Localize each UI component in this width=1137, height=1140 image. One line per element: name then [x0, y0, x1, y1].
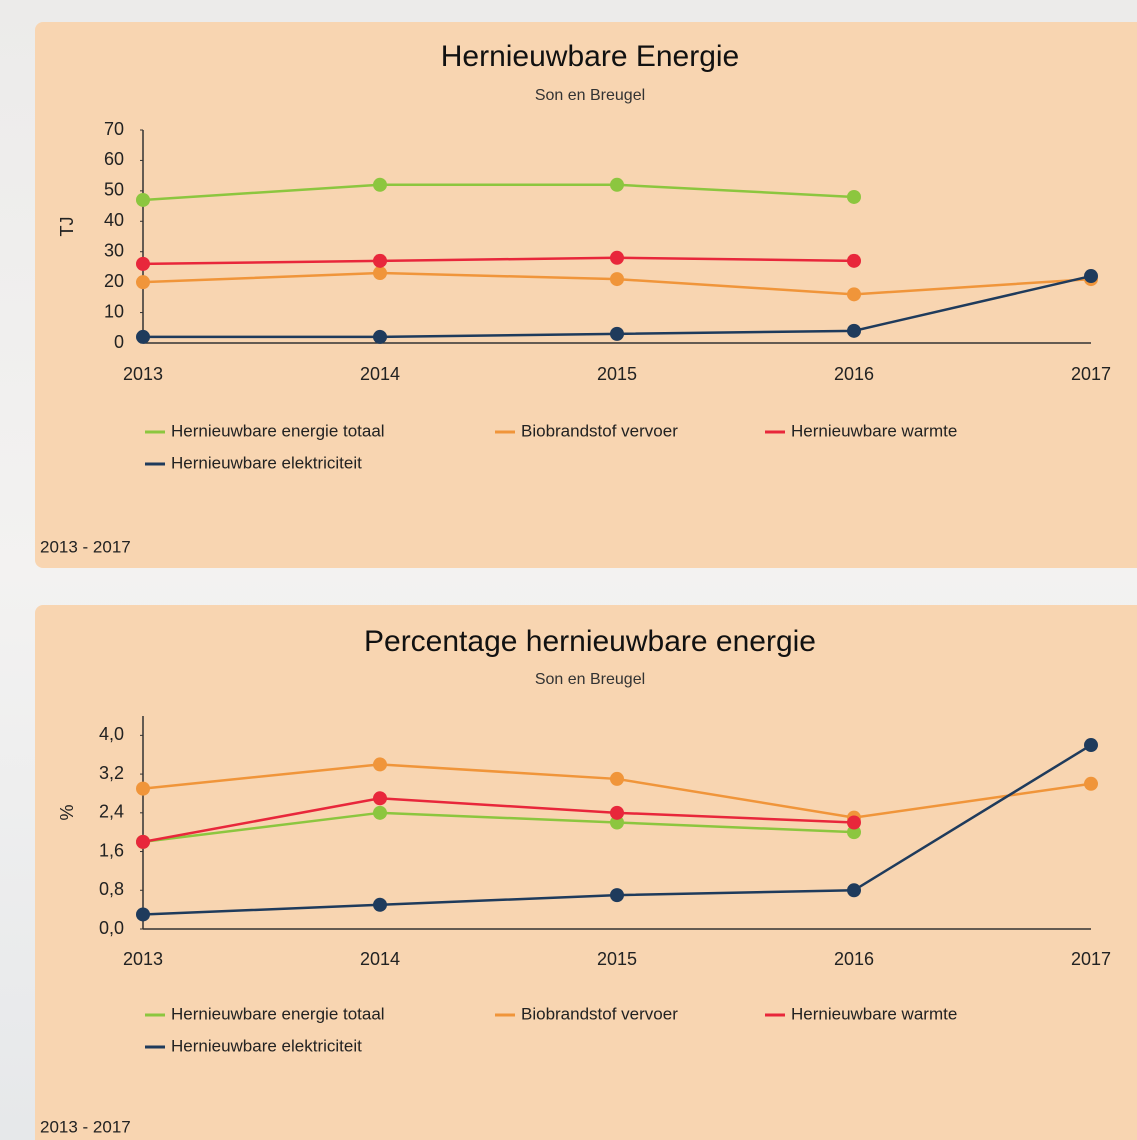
x-tick-label: 2016: [834, 949, 874, 969]
legend-label: Hernieuwbare elektriciteit: [171, 1036, 362, 1055]
y-tick-label: 0: [114, 332, 124, 352]
legend-label: Hernieuwbare warmte: [791, 1004, 957, 1023]
y-tick-label: 30: [104, 240, 124, 260]
data-point: [373, 897, 387, 912]
x-tick-label: 2013: [123, 949, 163, 969]
y-axis-label: TJ: [57, 217, 77, 237]
panel: [35, 605, 1137, 1140]
data-point: [373, 805, 387, 820]
footer: 2013 - 2017: [40, 1117, 131, 1136]
series-line: [142, 811, 855, 844]
data-point: [136, 256, 150, 271]
data-point: [847, 815, 861, 830]
data-point: [136, 781, 150, 796]
data-point: [1084, 776, 1098, 791]
data-point: [373, 791, 387, 806]
x-tick-label: 2014: [360, 949, 400, 969]
y-tick-label: 2,4: [99, 802, 124, 822]
data-point: [610, 272, 624, 287]
data-point: [373, 177, 387, 192]
data-point: [610, 326, 624, 341]
data-point: [610, 177, 624, 192]
data-point: [373, 329, 387, 344]
x-tick-label: 2013: [123, 364, 163, 384]
legend-label: Biobrandstof vervoer: [521, 1004, 678, 1023]
x-tick-label: 2017: [1071, 949, 1111, 969]
series-line: [142, 183, 855, 202]
legend-label: Hernieuwbare warmte: [791, 421, 957, 440]
legend-label: Hernieuwbare energie totaal: [171, 421, 385, 440]
data-point: [610, 805, 624, 820]
data-point: [136, 275, 150, 290]
x-tick-label: 2016: [834, 364, 874, 384]
footer: 2013 - 2017: [40, 537, 131, 556]
y-tick-label: 4,0: [99, 724, 124, 744]
legend-label: Hernieuwbare energie totaal: [171, 1004, 385, 1023]
data-point: [610, 771, 624, 786]
x-tick-label: 2017: [1071, 364, 1111, 384]
legend-label: Hernieuwbare elektriciteit: [171, 453, 362, 472]
chart-title: Hernieuwbare Energie: [441, 40, 740, 73]
y-tick-label: 20: [104, 271, 124, 291]
data-point: [136, 329, 150, 344]
data-point: [136, 907, 150, 922]
y-tick-label: 60: [104, 149, 124, 169]
y-tick-label: 0,8: [99, 879, 124, 899]
data-point: [847, 883, 861, 898]
panel: [35, 22, 1137, 568]
chart-title: Percentage hernieuwbare energie: [364, 625, 816, 658]
y-tick-label: 70: [104, 119, 124, 139]
data-point: [847, 825, 861, 840]
data-point: [847, 323, 861, 338]
data-point: [610, 250, 624, 265]
y-tick-label: 10: [104, 301, 124, 321]
data-point: [373, 266, 387, 281]
chart-subtitle: Son en Breugel: [535, 671, 645, 688]
legend-label: Biobrandstof vervoer: [521, 421, 678, 440]
data-point: [847, 253, 861, 268]
data-point: [847, 287, 861, 302]
data-point: [610, 888, 624, 903]
y-tick-label: 50: [104, 180, 124, 200]
data-point: [1084, 738, 1098, 753]
chart-subtitle: Son en Breugel: [535, 87, 645, 104]
x-tick-label: 2015: [597, 949, 637, 969]
data-point: [847, 189, 861, 204]
data-point: [136, 192, 150, 207]
data-point: [610, 815, 624, 830]
series-line: [142, 797, 855, 844]
y-tick-label: 40: [104, 210, 124, 230]
x-tick-label: 2015: [597, 364, 637, 384]
data-point: [1084, 269, 1098, 284]
y-tick-label: 1,6: [99, 840, 124, 860]
y-axis-label: %: [57, 804, 77, 820]
series-line: [142, 256, 855, 266]
data-point: [373, 757, 387, 772]
x-tick-label: 2014: [360, 364, 400, 384]
y-tick-label: 0,0: [99, 918, 124, 938]
y-tick-label: 3,2: [99, 763, 124, 783]
data-point: [373, 253, 387, 268]
data-point: [136, 834, 150, 849]
